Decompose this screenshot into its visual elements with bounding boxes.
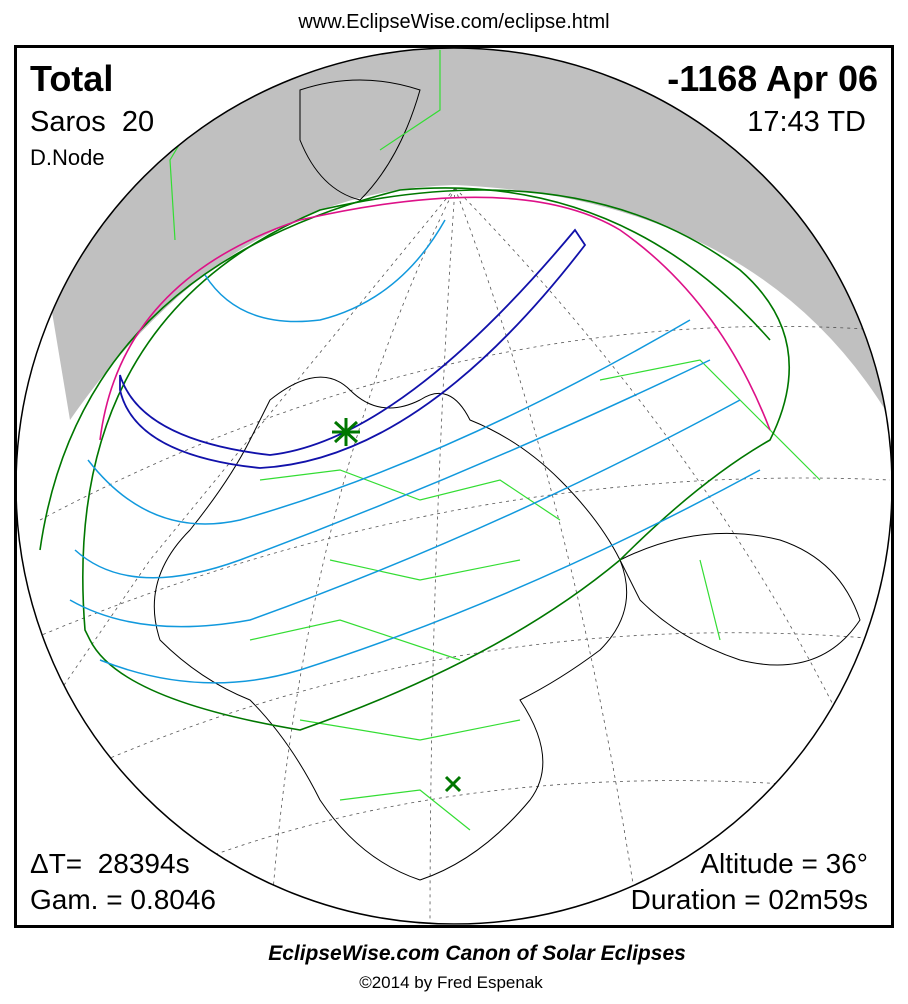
date: -1168 Apr 06 bbox=[667, 58, 878, 99]
gamma: Gam. = 0.8046 bbox=[30, 884, 216, 915]
greatest-eclipse-marker bbox=[332, 418, 360, 446]
rise-set-curve bbox=[99, 196, 771, 441]
subsolar-marker bbox=[444, 775, 462, 793]
copyright: ©2014 by Fred Espenak bbox=[359, 973, 543, 992]
time: 17:43 TD bbox=[747, 106, 866, 138]
frame-border bbox=[14, 45, 894, 928]
penumbra-limits bbox=[82, 189, 790, 731]
footer-title: EclipseWise.com Canon of Solar Eclipses bbox=[268, 942, 686, 965]
globe bbox=[16, 48, 892, 924]
eclipse-type: Total bbox=[30, 58, 113, 99]
duration: Duration = 02m59s bbox=[631, 884, 868, 915]
totality-path bbox=[119, 228, 587, 469]
coastlines bbox=[153, 79, 861, 881]
altitude: Altitude = 36° bbox=[700, 848, 868, 879]
penumbra-northern-limit bbox=[39, 187, 771, 551]
node: D.Node bbox=[30, 145, 105, 170]
url: www.EclipseWise.com/eclipse.html bbox=[297, 11, 609, 33]
magnitude-curves bbox=[69, 219, 761, 684]
night-shading bbox=[16, 48, 892, 450]
saros: Saros 20 bbox=[30, 106, 154, 138]
delta-t: ΔT= 28394s bbox=[30, 848, 190, 879]
